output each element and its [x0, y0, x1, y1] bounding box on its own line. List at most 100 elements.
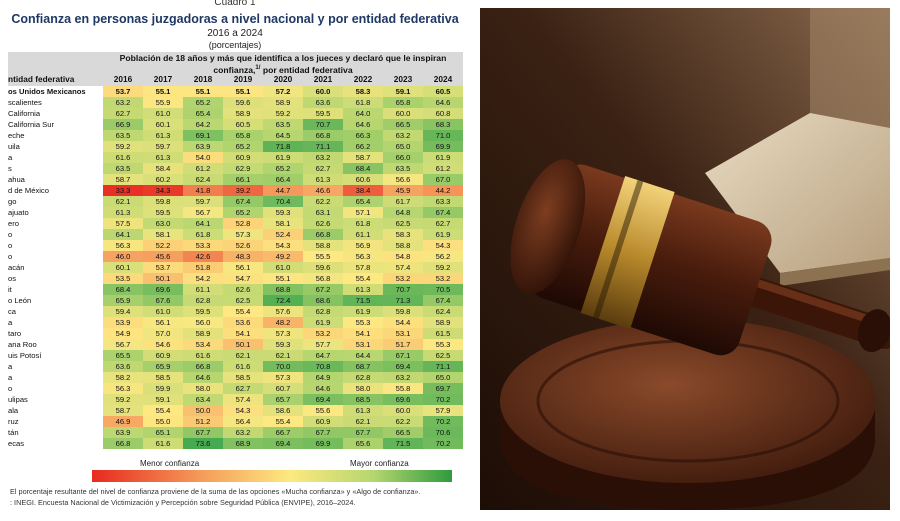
value-cell: 57.5	[103, 218, 143, 229]
value-cell: 67.6	[143, 295, 183, 306]
value-cell: 68.4	[103, 284, 143, 295]
row-label: ero	[8, 218, 103, 229]
table-row: o 56.3 59.9 58.0 62.7 60.7 64.6 58.0 55.8 69.7	[8, 383, 463, 394]
row-label: ulipas	[8, 394, 103, 405]
value-cell: 60.9	[143, 350, 183, 361]
value-cell: 62.7	[423, 218, 463, 229]
value-cell: 57.3	[263, 372, 303, 383]
value-cell: 61.3	[143, 152, 183, 163]
row-label: o	[8, 229, 103, 240]
value-cell: 53.1	[383, 328, 423, 339]
value-cell: 64.6	[423, 97, 463, 108]
table-row: California Sur 66.9 60.1 64.2 60.5 63.5 70.7 64…	[8, 119, 463, 130]
value-cell: 61.8	[183, 229, 223, 240]
value-cell: 63.2	[303, 152, 343, 163]
value-cell: 55.5	[303, 251, 343, 262]
value-cell: 60.2	[143, 174, 183, 185]
table-row: os Unidos Mexicanos 53.7 55.1 55.1 55.1 57.2 6…	[8, 86, 463, 97]
row-label: California	[8, 108, 103, 119]
value-cell: 60.1	[103, 262, 143, 273]
value-cell: 59.2	[103, 141, 143, 152]
value-cell: 54.1	[223, 328, 263, 339]
value-cell: 60.0	[303, 86, 343, 97]
value-cell: 54.9	[103, 328, 143, 339]
value-cell: 55.4	[223, 306, 263, 317]
value-cell: 51.2	[183, 416, 223, 427]
value-cell: 60.0	[383, 108, 423, 119]
value-cell: 66.7	[263, 427, 303, 438]
row-label: os	[8, 273, 103, 284]
value-cell: 59.8	[383, 306, 423, 317]
value-cell: 53.4	[183, 339, 223, 350]
value-cell: 60.5	[223, 119, 263, 130]
footnote-mark: 1/	[255, 65, 261, 71]
value-cell: 54.1	[343, 328, 383, 339]
group-header-tail: por entidad federativa	[260, 64, 353, 75]
value-cell: 63.2	[383, 130, 423, 141]
table-row: taro 54.9 57.0 58.9 54.1 57.3 53.2 54.1 53.1 61.5	[8, 328, 463, 339]
value-cell: 69.9	[423, 141, 463, 152]
value-cell: 68.6	[303, 295, 343, 306]
value-cell: 57.4	[223, 394, 263, 405]
value-cell: 54.2	[183, 273, 223, 284]
value-cell: 59.3	[263, 339, 303, 350]
value-cell: 52.8	[223, 218, 263, 229]
header-row: ntidad federativa 2016 2017 2018 2019 2020 202…	[8, 73, 463, 86]
year-header: 2020	[273, 74, 293, 84]
table-row: ana Roo 56.7 54.6 53.4 50.1 59.3 57.7 53.1 51.7 5…	[8, 339, 463, 350]
value-cell: 67.4	[423, 295, 463, 306]
table-row: ero 57.5 63.0 64.1 52.8 58.1 62.6 61.8 62.5 62.7	[8, 218, 463, 229]
value-cell: 56.3	[103, 240, 143, 251]
value-cell: 58.7	[103, 174, 143, 185]
value-cell: 59.6	[223, 97, 263, 108]
value-cell: 44.7	[263, 185, 303, 196]
table-row: tán 63.9 65.1 67.7 63.2 66.7 67.7 67.7 66.5 70.6	[8, 427, 463, 438]
band-groove	[593, 180, 644, 319]
value-cell: 59.6	[303, 262, 343, 273]
row-label: ecas	[8, 438, 103, 449]
value-cell: 57.9	[423, 405, 463, 416]
value-cell: 56.1	[223, 262, 263, 273]
value-cell: 69.4	[383, 361, 423, 372]
value-cell: 61.3	[103, 207, 143, 218]
value-cell: 58.9	[183, 328, 223, 339]
value-cell: 56.2	[423, 251, 463, 262]
handle-knob	[857, 309, 890, 353]
value-cell: 53.5	[103, 273, 143, 284]
value-cell: 72.4	[263, 295, 303, 306]
value-cell: 60.6	[343, 174, 383, 185]
value-cell: 48.2	[263, 317, 303, 328]
table-row: o 46.0 45.6 42.6 48.3 49.2 55.5 56.3 54.8 56.2	[8, 251, 463, 262]
value-cell: 67.4	[423, 207, 463, 218]
value-cell: 70.2	[423, 416, 463, 427]
value-cell: 62.7	[303, 163, 343, 174]
value-cell: 57.3	[263, 328, 303, 339]
value-cell: 61.9	[423, 152, 463, 163]
value-cell: 64.0	[343, 108, 383, 119]
value-cell: 64.9	[303, 372, 343, 383]
row-label: scalientes	[8, 97, 103, 108]
table-row: o 56.3 52.2 53.3 52.6 54.3 58.8 56.9 58.8 54.3	[8, 240, 463, 251]
table-row: ecas 66.8 61.6 73.6 68.9 69.4 69.9 65.6 71.5 70.2	[8, 438, 463, 449]
value-cell: 58.7	[103, 405, 143, 416]
value-cell: 61.3	[343, 284, 383, 295]
value-cell: 61.6	[103, 152, 143, 163]
value-cell: 61.9	[263, 152, 303, 163]
row-label: o	[8, 383, 103, 394]
row-label: go	[8, 196, 103, 207]
year-header: 2019	[233, 74, 253, 84]
value-cell: 62.1	[343, 416, 383, 427]
value-cell: 57.8	[343, 262, 383, 273]
value-cell: 56.4	[223, 416, 263, 427]
value-cell: 55.3	[423, 339, 463, 350]
value-cell: 58.3	[383, 229, 423, 240]
value-cell: 64.1	[103, 229, 143, 240]
value-cell: 41.8	[183, 185, 223, 196]
value-cell: 65.8	[383, 97, 423, 108]
value-cell: 55.3	[343, 317, 383, 328]
table-row: ala 58.7 55.4 50.0 54.3 58.6 55.6 61.3 60.0 57.9	[8, 405, 463, 416]
row-label: o León	[8, 295, 103, 306]
value-cell: 71.1	[423, 361, 463, 372]
value-cell: 67.7	[303, 427, 343, 438]
value-cell: 55.4	[343, 273, 383, 284]
